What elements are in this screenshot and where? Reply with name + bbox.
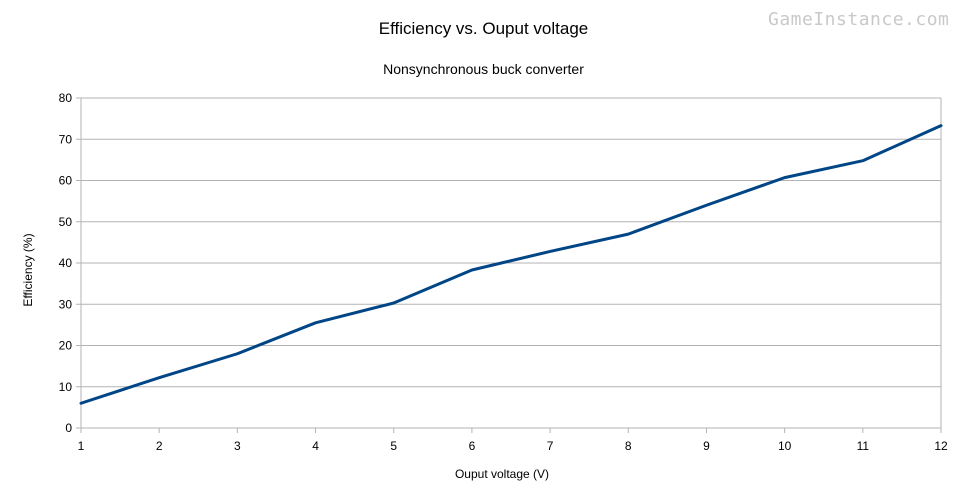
x-tick-label: 9 xyxy=(703,439,710,453)
y-tick-label: 70 xyxy=(59,132,73,146)
gridlines xyxy=(81,97,941,429)
y-tick-label: 60 xyxy=(59,174,73,188)
watermark-logo: GameInstance.com xyxy=(768,9,950,30)
x-tick-label: 10 xyxy=(778,439,792,453)
y-tick-label: 40 xyxy=(59,256,73,270)
y-axis-label: Efficiency (%) xyxy=(21,233,35,306)
x-tick-label: 12 xyxy=(934,439,948,453)
data-series xyxy=(79,124,943,405)
chart-subtitle: Nonsynchronous buck converter xyxy=(383,61,584,77)
x-tick-label: 8 xyxy=(625,439,632,453)
x-tick-label: 4 xyxy=(312,439,319,453)
y-tick-label: 10 xyxy=(59,380,73,394)
y-tick-label: 0 xyxy=(65,421,72,435)
x-tick-label: 1 xyxy=(78,439,85,453)
y-tick-label: 80 xyxy=(59,91,73,105)
x-tick-label: 5 xyxy=(390,439,397,453)
x-axis-ticks: 1 2 3 4 5 6 7 8 9 10 11 12 xyxy=(78,428,948,453)
y-axis-ticks: 0 10 20 30 40 50 60 70 80 xyxy=(59,91,81,435)
x-tick-label: 7 xyxy=(547,439,554,453)
x-tick-label: 2 xyxy=(156,439,163,453)
x-tick-label: 11 xyxy=(857,439,870,453)
x-axis-label: Ouput voltage (V) xyxy=(455,467,549,481)
y-tick-label: 50 xyxy=(59,215,73,229)
chart-title: Efficiency vs. Ouput voltage xyxy=(378,19,589,38)
series-line xyxy=(79,124,943,405)
y-tick-label: 30 xyxy=(59,297,73,311)
y-tick-label: 20 xyxy=(59,339,73,353)
x-tick-label: 6 xyxy=(469,439,476,453)
x-tick-label: 3 xyxy=(234,439,241,453)
